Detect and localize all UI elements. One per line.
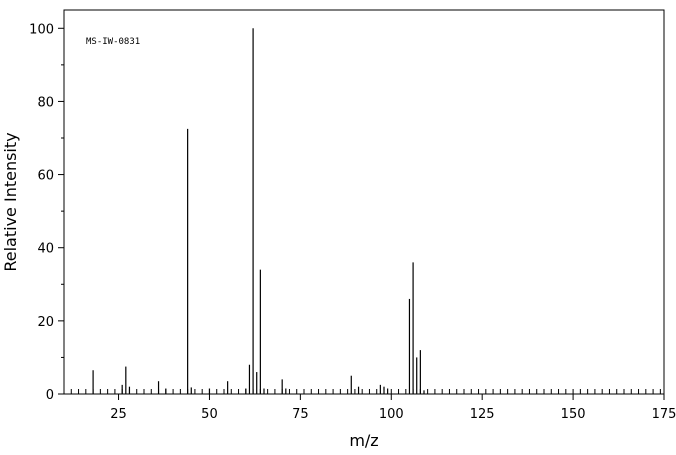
x-tick-label: 125: [470, 407, 495, 422]
x-tick-label: 175: [652, 407, 676, 422]
peaks: [92, 28, 425, 394]
y-tick-label: 0: [46, 388, 54, 403]
y-axis: 0 20 40 60 80 100: [29, 22, 64, 403]
spectrum-id-annotation: MS-IW-0831: [86, 37, 140, 47]
y-tick-label: 100: [29, 22, 54, 37]
x-tick-label: 150: [561, 407, 586, 422]
y-tick-label: 60: [37, 169, 54, 184]
y-tick-label: 20: [37, 315, 54, 330]
minor-ticks: [70, 389, 661, 394]
y-axis-title: Relative Intensity: [1, 132, 20, 271]
x-tick-label: 100: [379, 407, 404, 422]
x-axis: 25 50 75 100 125 150 175: [110, 394, 676, 422]
x-axis-title: m/z: [349, 431, 378, 450]
x-tick-label: 75: [292, 407, 309, 422]
x-tick-label: 50: [201, 407, 218, 422]
x-tick-label: 25: [110, 407, 127, 422]
plot-frame: [63, 9, 665, 395]
y-tick-label: 80: [37, 95, 54, 110]
y-tick-label: 40: [37, 242, 54, 257]
